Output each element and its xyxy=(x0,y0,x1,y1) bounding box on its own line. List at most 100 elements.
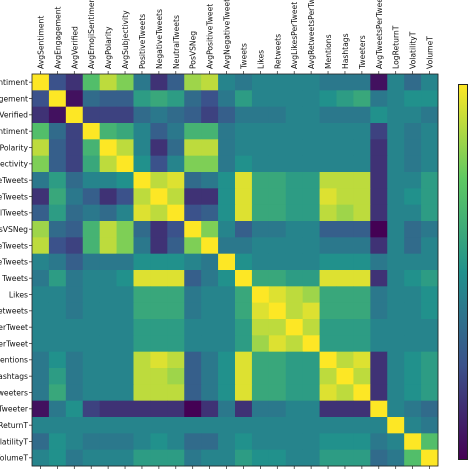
heatmap-cell xyxy=(201,384,219,402)
heatmap-cell xyxy=(32,319,50,336)
heatmap-cell xyxy=(336,335,354,353)
heatmap-cell xyxy=(268,90,287,108)
row-label: Tweets xyxy=(1,274,28,283)
col-label: Likes xyxy=(256,50,265,69)
heatmap-cell xyxy=(48,172,67,189)
col-label: AvgEngagement xyxy=(53,6,62,69)
heatmap-cell xyxy=(370,123,388,140)
heatmap-cell xyxy=(167,139,185,157)
heatmap-cell xyxy=(421,221,439,238)
heatmap-cell xyxy=(353,237,371,255)
heatmap-cell xyxy=(167,270,185,287)
heatmap-cell xyxy=(302,449,320,467)
heatmap-cell xyxy=(218,351,236,369)
heatmap-cell xyxy=(336,302,354,320)
heatmap-cell xyxy=(285,155,304,173)
heatmap-cell xyxy=(133,449,151,467)
col-label: Mentions xyxy=(324,34,333,69)
heatmap-cell xyxy=(184,449,202,467)
heatmap-cell xyxy=(285,270,304,287)
heatmap-cell xyxy=(387,335,405,353)
heatmap-cell xyxy=(387,449,405,467)
col-label: AvgPositiveTweet xyxy=(206,4,215,69)
heatmap-cell xyxy=(235,172,253,189)
heatmap-cell xyxy=(150,188,168,206)
heatmap-cell xyxy=(184,351,202,369)
heatmap-cell xyxy=(319,351,337,369)
heatmap-cell xyxy=(184,188,202,206)
heatmap-cell xyxy=(353,155,371,173)
heatmap-cell xyxy=(48,221,67,238)
heatmap-cell xyxy=(99,433,117,451)
heatmap-cell xyxy=(201,204,219,222)
heatmap-cell xyxy=(235,319,253,336)
heatmap-cell xyxy=(184,270,202,287)
heatmap-cell xyxy=(370,221,388,238)
heatmap-cell xyxy=(184,155,202,173)
heatmap-cell xyxy=(285,221,304,238)
row-label: eTweets xyxy=(0,241,28,250)
heatmap-cell xyxy=(353,368,371,385)
heatmap-cell xyxy=(387,139,405,157)
heatmap-cell xyxy=(336,351,354,369)
heatmap-cell xyxy=(336,74,354,91)
heatmap-cell xyxy=(235,270,253,287)
heatmap-cell xyxy=(99,188,117,206)
heatmap-cell xyxy=(251,286,270,304)
heatmap-cell xyxy=(184,221,202,238)
heatmap-cell xyxy=(82,106,101,124)
heatmap-cell xyxy=(336,188,354,206)
heatmap-cell xyxy=(285,237,304,255)
row-label: Tweeters xyxy=(0,388,28,397)
heatmap-cell xyxy=(336,204,354,222)
heatmap-cell xyxy=(133,123,151,140)
heatmap-cell xyxy=(65,270,84,287)
heatmap-cell xyxy=(48,253,67,271)
heatmap-cell xyxy=(268,368,287,385)
heatmap-cell xyxy=(421,139,439,157)
heatmap-cell xyxy=(370,302,388,320)
heatmap-cell xyxy=(133,351,151,369)
heatmap-cell xyxy=(404,204,422,222)
heatmap-cell xyxy=(285,368,304,385)
heatmap-cell xyxy=(251,155,270,173)
heatmap-cell xyxy=(370,368,388,385)
heatmap-cell xyxy=(218,433,236,451)
heatmap-cell xyxy=(116,286,134,304)
heatmap-cell xyxy=(184,106,202,124)
heatmap-cell xyxy=(370,417,388,434)
heatmap-cell xyxy=(387,270,405,287)
heatmap-cell xyxy=(218,335,236,353)
heatmap-cell xyxy=(285,319,304,336)
heatmap-cell xyxy=(116,351,134,369)
heatmap-cell xyxy=(201,449,219,467)
heatmap-cell xyxy=(235,368,253,385)
heatmap-cell xyxy=(32,253,50,271)
heatmap-cell xyxy=(268,155,287,173)
col-label: AvgTweetsPerTweeter xyxy=(375,0,384,69)
heatmap-cell xyxy=(116,449,134,467)
heatmap-cell xyxy=(133,237,151,255)
heatmap-cell xyxy=(133,253,151,271)
heatmap-cell xyxy=(32,302,50,320)
heatmap-cell xyxy=(201,302,219,320)
heatmap-cell xyxy=(404,172,422,189)
heatmap-cell xyxy=(32,433,50,451)
heatmap-cell xyxy=(32,400,50,418)
heatmap-cell xyxy=(421,400,439,418)
heatmap-cell xyxy=(387,90,405,108)
heatmap-cell xyxy=(421,384,439,402)
heatmap-cell xyxy=(404,319,422,336)
heatmap-cell xyxy=(387,319,405,336)
col-label: AvgPolarity xyxy=(104,26,113,69)
heatmap-cell xyxy=(302,74,320,91)
heatmap-cell xyxy=(268,221,287,238)
heatmap-cell xyxy=(285,90,304,108)
heatmap-cell xyxy=(421,155,439,173)
heatmap-cell xyxy=(268,253,287,271)
heatmap-cell xyxy=(99,270,117,287)
heatmap-cell xyxy=(48,368,67,385)
heatmap-cell xyxy=(251,139,270,157)
heatmap-cell xyxy=(167,253,185,271)
heatmap-cell xyxy=(404,90,422,108)
